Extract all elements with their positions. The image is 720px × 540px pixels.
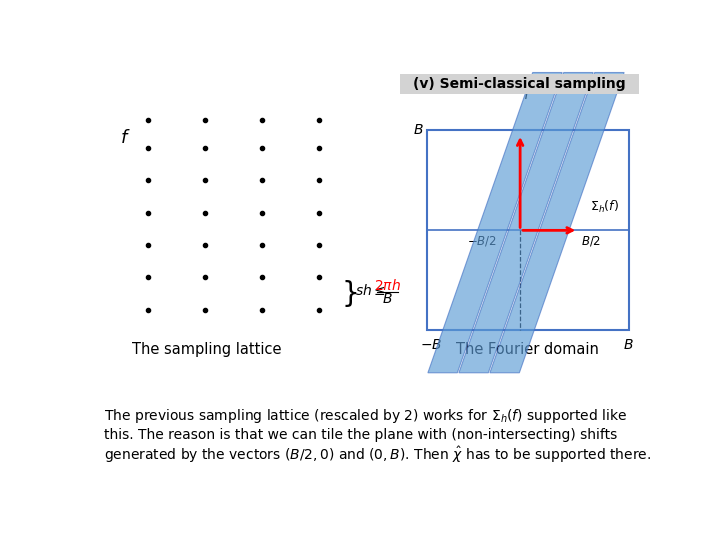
Text: The previous sampling lattice (rescaled by 2) works for $\Sigma_h(f)$ supported : The previous sampling lattice (rescaled … [104,408,651,465]
Text: $2\pi h$: $2\pi h$ [374,278,401,293]
FancyBboxPatch shape [400,74,639,94]
Polygon shape [428,72,562,373]
Text: $B/2$: $B/2$ [580,234,600,248]
Text: $\Sigma_h(f)$: $\Sigma_h(f)$ [590,199,619,215]
Text: $B$: $B$ [413,123,423,137]
Text: $B$: $B$ [382,292,393,306]
Text: $\}$: $\}$ [341,278,357,309]
Text: $B$: $B$ [624,338,634,352]
Text: $sh \leq$: $sh \leq$ [355,283,386,298]
Text: $-B/2$: $-B/2$ [467,234,497,248]
Polygon shape [459,72,593,373]
Text: $\hat{f}$: $\hat{f}$ [523,81,533,103]
Text: (v) Semi-classical sampling: (v) Semi-classical sampling [413,77,626,91]
Text: The sampling lattice: The sampling lattice [132,342,281,357]
Polygon shape [490,72,624,373]
Bar [427,130,629,330]
Text: The Fourier domain: The Fourier domain [456,342,599,357]
Text: $f$: $f$ [120,129,130,147]
Text: $-B$: $-B$ [420,338,442,352]
